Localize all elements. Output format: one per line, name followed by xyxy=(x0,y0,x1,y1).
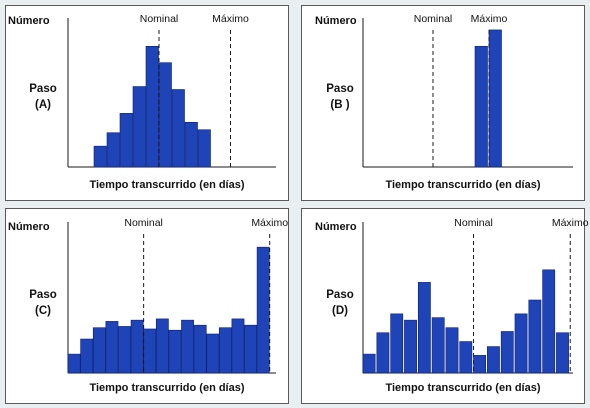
panel-step-label-c: Paso xyxy=(29,289,57,301)
bar-d-7 xyxy=(445,327,459,374)
panel-letter-d: (D) xyxy=(332,305,348,317)
nominal-label-c: Nominal xyxy=(124,217,163,229)
bar-c-16 xyxy=(256,246,270,374)
bar-c-10 xyxy=(181,319,194,374)
bar-c-1 xyxy=(67,353,81,374)
bar-d-3 xyxy=(390,313,404,374)
bar-c-9 xyxy=(168,329,182,374)
bar-a-2 xyxy=(106,132,120,168)
bar-a-8 xyxy=(184,122,198,168)
bar-c-6 xyxy=(130,319,144,374)
bar-d-14 xyxy=(542,269,556,374)
panel-step-label-a: Paso xyxy=(29,83,57,95)
bar-c-11 xyxy=(193,324,207,374)
bar-d-6 xyxy=(431,317,445,374)
bar-a-7 xyxy=(171,89,185,168)
y-axis-label-d: Número xyxy=(315,221,357,233)
bar-a-3 xyxy=(119,113,133,168)
bar-d-13 xyxy=(528,299,542,374)
bar-a-6 xyxy=(158,62,172,168)
nominal-label-a: Nominal xyxy=(140,13,179,25)
bar-a-9 xyxy=(197,129,211,168)
bar-d-5 xyxy=(417,282,431,374)
bar-c-2 xyxy=(80,338,94,374)
bar-a-1 xyxy=(93,145,107,168)
bar-b-2 xyxy=(488,29,502,168)
panel-letter-c: (C) xyxy=(35,305,51,317)
panel-letter-a: (A) xyxy=(35,99,51,111)
bar-c-14 xyxy=(231,318,245,374)
x-axis-label-d: Tiempo transcurrido (en días) xyxy=(385,382,540,394)
bar-d-10 xyxy=(487,346,500,374)
bar-c-4 xyxy=(105,321,119,374)
bar-d-1 xyxy=(362,353,376,374)
bar-d-11 xyxy=(500,331,514,374)
y-axis-label-a: Número xyxy=(8,15,50,27)
bar-d-8 xyxy=(459,341,473,374)
maximo-label-b: Máximo xyxy=(471,13,508,25)
panel-letter-b: (B ) xyxy=(330,99,349,111)
bar-d-15 xyxy=(556,332,569,374)
bar-a-5 xyxy=(145,46,159,168)
nominal-label-d: Nominal xyxy=(454,217,493,229)
bar-d-4 xyxy=(404,319,417,374)
maximo-label-d: Máximo xyxy=(552,217,589,229)
x-axis-label-a: Tiempo transcurrido (en días) xyxy=(89,179,244,191)
bar-d-9 xyxy=(473,355,487,374)
maximo-label-a: Máximo xyxy=(212,13,249,25)
bar-c-5 xyxy=(118,326,131,374)
bar-d-12 xyxy=(514,313,528,374)
x-axis-label-c: Tiempo transcurrido (en días) xyxy=(89,382,244,394)
bar-c-15 xyxy=(244,324,257,374)
maximo-label-c: Máximo xyxy=(251,217,288,229)
y-axis-label-b: Número xyxy=(315,15,357,27)
chart-panel-b xyxy=(301,5,585,201)
bar-c-8 xyxy=(155,318,169,374)
bar-c-3 xyxy=(92,327,106,374)
nominal-label-b: Nominal xyxy=(414,13,453,25)
bar-d-2 xyxy=(376,332,390,374)
x-axis-label-b: Tiempo transcurrido (en días) xyxy=(385,179,540,191)
panel-step-label-b: Paso xyxy=(326,83,354,95)
bar-c-12 xyxy=(206,333,220,374)
bar-c-7 xyxy=(143,328,157,374)
bar-a-4 xyxy=(132,86,146,168)
y-axis-label-c: Número xyxy=(8,221,50,233)
panel-step-label-d: Paso xyxy=(326,289,354,301)
bar-c-13 xyxy=(218,327,232,374)
bar-b-1 xyxy=(474,46,488,168)
